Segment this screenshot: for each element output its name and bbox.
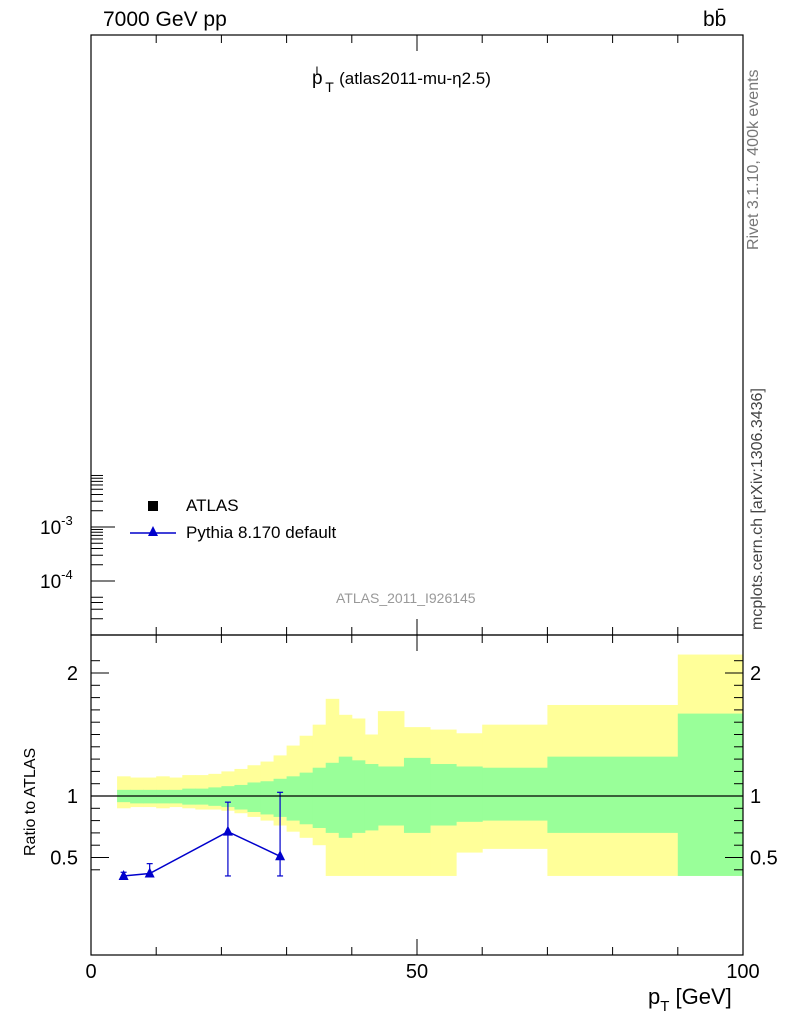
legend-pythia-label: Pythia 8.170 default: [186, 523, 337, 542]
ratio-y-tick-label-right: 1: [750, 786, 761, 808]
band-inner-bin: [286, 776, 301, 821]
main-y-tick-label: 10-4: [40, 567, 73, 593]
band-inner-bin: [234, 784, 248, 810]
legend-atlas-marker: [148, 501, 158, 511]
ratio-y-axis-label: Ratio to ATLAS: [22, 747, 39, 856]
ratio-y-tick-label-right: 0.5: [750, 848, 778, 870]
plot-title-sub: T: [325, 79, 334, 95]
main-y-tick-label: 10-3: [40, 513, 73, 539]
pythia-ratio-line: [123, 830, 281, 877]
band-inner-bin: [312, 767, 327, 828]
band-inner-bin: [351, 760, 366, 833]
plot-title: plT (atlas2011-mu-η2.5): [312, 64, 491, 95]
collision-label: 7000 GeV pp: [103, 8, 227, 31]
band-inner-bin: [547, 756, 679, 833]
band-inner-bin: [338, 756, 353, 838]
x-axis-label-main: p: [648, 984, 661, 1009]
pythia-ratio-point: [222, 825, 233, 836]
main-panel-frame: [90, 34, 744, 636]
plot-title-sup: l: [315, 64, 319, 78]
band-inner-bin: [482, 767, 548, 821]
band-inner-bin: [364, 764, 379, 831]
band-inner-bin: [182, 788, 196, 805]
band-inner-bin: [195, 788, 209, 805]
plot-title-rest: (atlas2011-mu-η2.5): [339, 69, 491, 88]
x-tick-label: 0: [85, 961, 96, 983]
band-inner-bin: [221, 786, 235, 808]
x-tick-label: 50: [406, 961, 428, 983]
x-axis-label: pT [GeV]: [648, 984, 732, 1015]
rivet-version-label: Rivet 3.1.10, 400k events: [745, 69, 762, 250]
band-inner-bin: [208, 787, 222, 806]
ratio-series-pythia: [118, 791, 286, 880]
legend-marks: [130, 501, 176, 536]
ratio-y-tick-label-right: 2: [750, 663, 761, 685]
axis-ticks: [90, 35, 744, 955]
band-inner-bin: [456, 766, 483, 822]
process-label: bb̄: [703, 8, 727, 31]
x-axis-label-sub: T: [660, 998, 670, 1015]
plot-title-main: p: [312, 68, 323, 89]
legend-pythia-marker: [148, 526, 158, 536]
band-inner-bin: [299, 772, 314, 825]
ratio-y-tick-label: 1: [67, 786, 78, 808]
band-inner-bin: [403, 757, 431, 833]
pythia-ratio-point: [275, 850, 286, 861]
band-inner-bin: [143, 789, 157, 804]
band-inner-bin: [260, 781, 275, 815]
x-axis-label-rest: [GeV]: [669, 984, 732, 1009]
legend-atlas-label: ATLAS: [186, 496, 239, 515]
pythia-ratio-point: [144, 867, 155, 878]
band-inner-bin: [677, 713, 744, 876]
ratio-y-tick-label: 2: [67, 663, 78, 685]
band-inner-bin: [430, 764, 457, 826]
mcplots-reference-label: mcplots.cern.ch [arXiv:1306.3436]: [749, 388, 766, 630]
ratio-y-tick-label: 0.5: [50, 848, 78, 870]
band-inner-bin: [130, 789, 144, 804]
band-inner-bin: [156, 789, 170, 804]
x-tick-label: 100: [726, 961, 759, 983]
band-inner-bin: [169, 789, 183, 804]
analysis-watermark: ATLAS_2011_I926145: [336, 590, 476, 606]
pythia-ratio-point: [118, 869, 129, 880]
band-inner-bin: [325, 762, 340, 833]
band-inner-bin: [247, 782, 262, 812]
